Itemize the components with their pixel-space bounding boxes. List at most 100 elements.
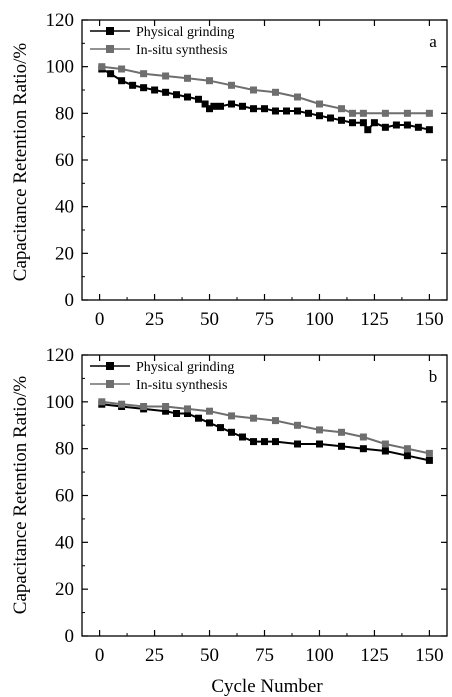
x-tick-label: 150 xyxy=(415,309,444,330)
y-tick-label: 120 xyxy=(46,345,75,366)
x-tick-label: 150 xyxy=(415,645,444,666)
data-point xyxy=(414,123,422,131)
series-line-in-situ-synthesis xyxy=(101,400,430,455)
series-line-physical-grinding xyxy=(101,403,430,462)
data-point xyxy=(316,440,323,448)
y-tick-label: 20 xyxy=(55,243,74,264)
data-point xyxy=(381,440,389,448)
data-point xyxy=(403,121,411,129)
data-point xyxy=(173,91,180,99)
data-point xyxy=(294,107,301,115)
data-point xyxy=(294,93,301,101)
data-point xyxy=(173,410,180,417)
x-tick-label: 25 xyxy=(145,645,164,666)
data-point xyxy=(210,102,218,110)
data-point xyxy=(316,100,323,108)
data-point xyxy=(201,100,209,108)
data-point xyxy=(140,70,148,78)
data-point xyxy=(349,119,356,127)
data-point xyxy=(359,119,367,127)
data-point xyxy=(381,109,389,117)
data-point xyxy=(239,433,246,441)
data-point xyxy=(118,77,126,85)
y-tick-label: 0 xyxy=(65,626,75,647)
data-point xyxy=(107,70,115,78)
data-point xyxy=(364,126,372,134)
x-tick-label: 50 xyxy=(200,645,219,666)
data-point xyxy=(217,424,224,432)
y-tick-label: 120 xyxy=(46,10,75,31)
legend-marker xyxy=(106,362,114,370)
x-axis-label: Cycle Number xyxy=(211,676,323,697)
data-point xyxy=(195,414,202,422)
plot-frame xyxy=(81,19,448,301)
data-point xyxy=(228,81,235,89)
data-point xyxy=(129,81,137,89)
data-point xyxy=(162,72,170,80)
y-tick-label: 60 xyxy=(55,150,74,171)
y-tick-label: 80 xyxy=(55,439,74,460)
data-point xyxy=(425,456,433,464)
data-point xyxy=(195,95,202,103)
data-point xyxy=(425,126,433,134)
data-point xyxy=(206,77,213,85)
x-tick-label: 0 xyxy=(95,645,105,666)
data-point xyxy=(228,428,235,436)
x-tick-label: 25 xyxy=(145,309,164,330)
y-axis-label-a: Capacitance Retention Ratio/% xyxy=(10,43,31,282)
data-point xyxy=(162,88,170,96)
legend-marker xyxy=(106,380,114,388)
chart-panel-b: 0 20 40 60 80 100 120 0 25 50 75 100 125 150 Physical … xyxy=(46,345,448,666)
data-point xyxy=(184,93,191,101)
data-point xyxy=(140,403,148,410)
x-tick-label: 75 xyxy=(255,645,274,666)
panel-label: a xyxy=(429,32,437,51)
y-tick-label: 100 xyxy=(46,392,75,413)
chart-panel-a: 0 20 40 60 80 100 120 0 25 50 75 100 125 150 Physical … xyxy=(46,10,448,330)
y-tick-label: 0 xyxy=(65,290,75,311)
data-point xyxy=(327,114,334,122)
legend-label: In-situ synthesis xyxy=(136,43,227,58)
series-line-physical-grinding xyxy=(101,68,430,132)
data-point xyxy=(403,452,411,460)
x-tick-label: 100 xyxy=(305,645,334,666)
data-point xyxy=(98,398,106,406)
data-point xyxy=(228,412,235,420)
data-point xyxy=(140,84,148,92)
data-point xyxy=(381,447,389,455)
data-point xyxy=(272,88,279,96)
data-point xyxy=(261,438,268,446)
x-tick-label: 125 xyxy=(360,309,389,330)
data-point xyxy=(272,417,279,425)
data-point xyxy=(425,109,433,117)
legend-marker xyxy=(106,45,114,53)
data-point xyxy=(206,419,213,427)
data-point xyxy=(392,121,400,129)
data-point xyxy=(403,445,411,453)
data-point xyxy=(98,63,106,71)
y-tick-label: 40 xyxy=(55,532,74,553)
legend-marker xyxy=(106,27,114,35)
data-point xyxy=(239,102,246,110)
data-point xyxy=(359,445,367,453)
data-point xyxy=(359,109,367,117)
data-point xyxy=(184,410,191,417)
data-point xyxy=(250,105,257,113)
legend-label: Physical grinding xyxy=(136,360,234,375)
data-point xyxy=(250,414,257,422)
data-point xyxy=(272,438,279,446)
data-point xyxy=(359,433,367,441)
y-tick-label: 80 xyxy=(55,103,74,124)
y-tick-label: 60 xyxy=(55,486,74,507)
x-tick-label: 0 xyxy=(95,309,105,330)
data-point xyxy=(250,438,257,446)
data-point xyxy=(338,442,345,450)
data-point xyxy=(206,105,213,113)
data-point xyxy=(272,107,279,115)
data-point xyxy=(151,86,159,94)
data-point xyxy=(316,112,323,120)
data-point xyxy=(381,123,389,131)
data-point xyxy=(305,109,312,117)
data-point xyxy=(250,86,257,94)
